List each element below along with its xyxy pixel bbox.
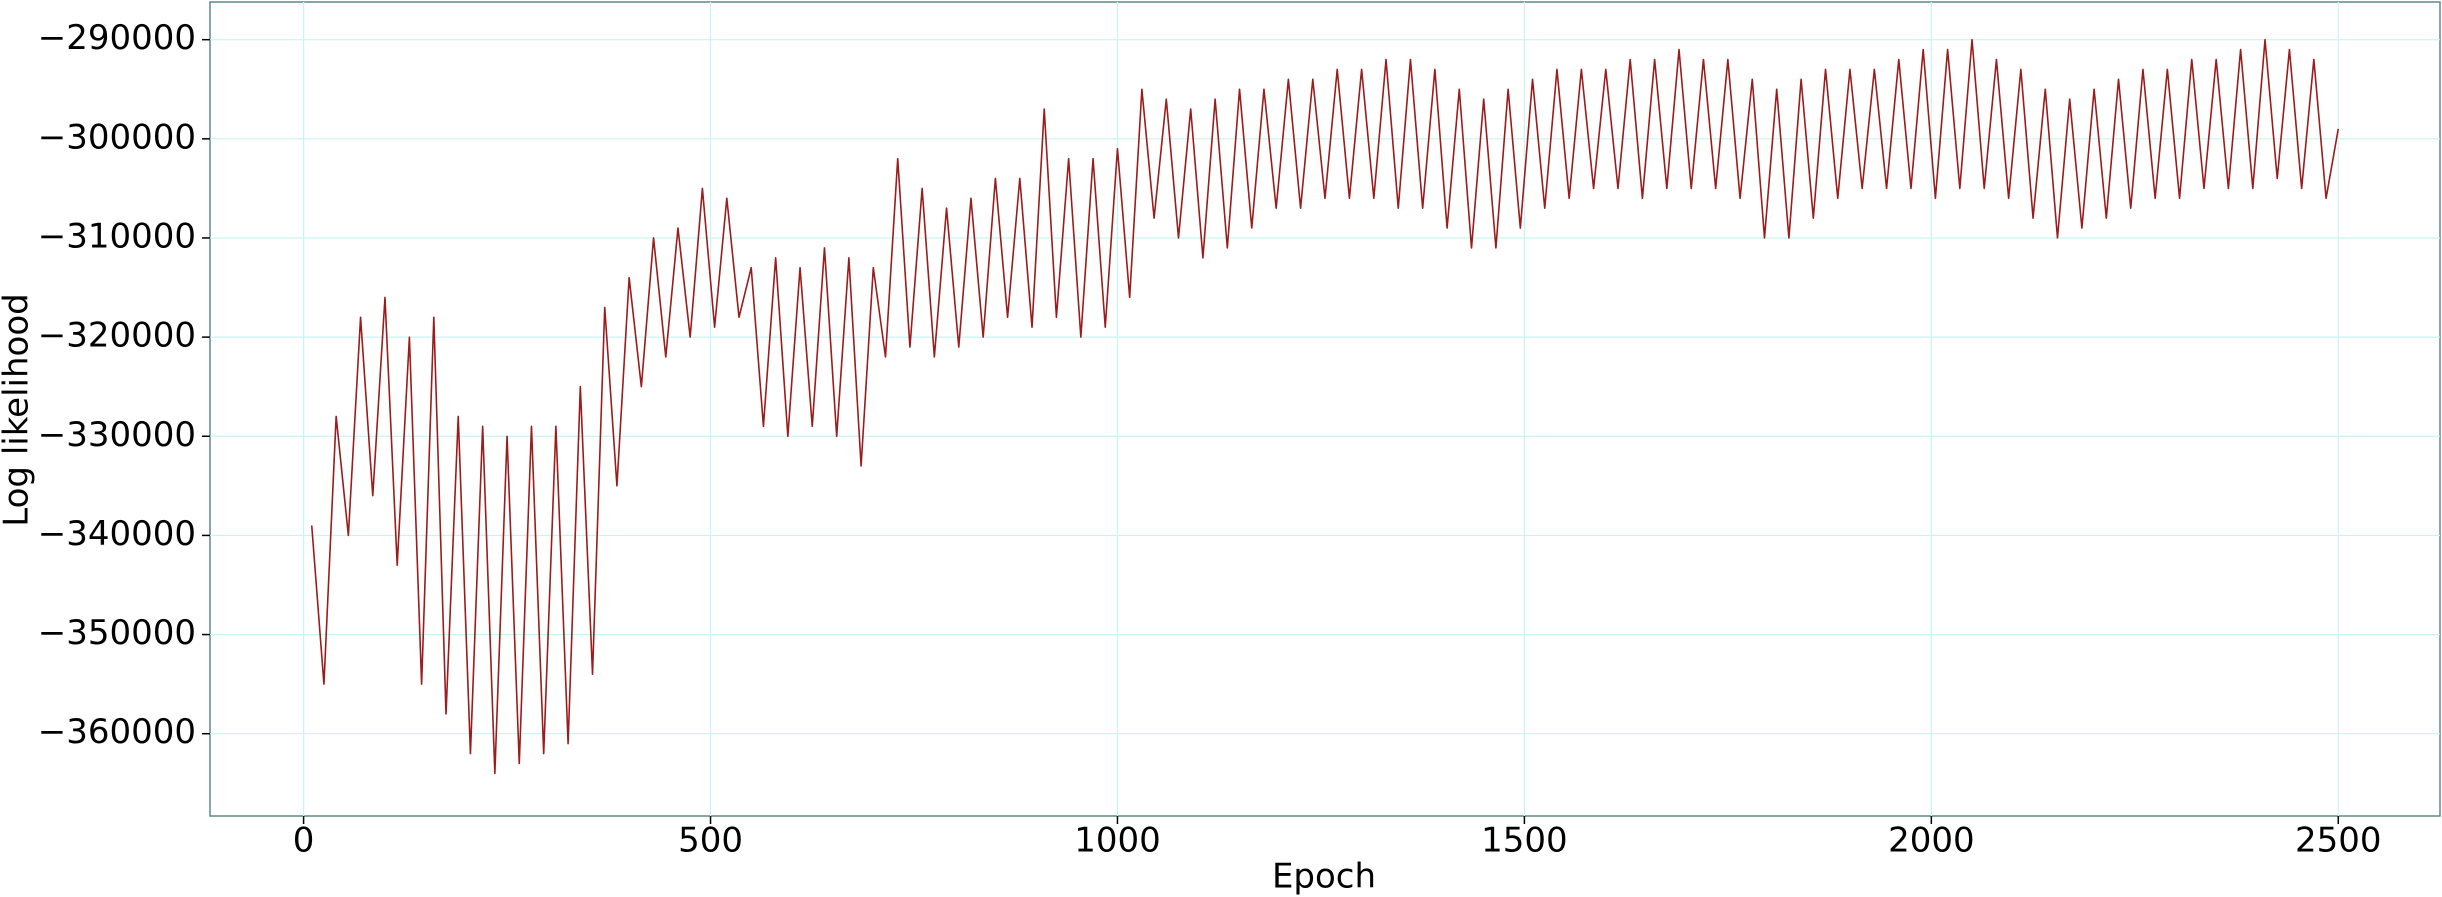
x-axis-label: Epoch	[1272, 857, 1376, 897]
x-tick-label: 2500	[2295, 821, 2382, 861]
y-tick-label: −310000	[38, 216, 196, 256]
y-tick-label: −330000	[38, 415, 196, 455]
x-tick-label: 0	[293, 821, 315, 861]
data-line	[310, 38, 2340, 775]
x-tick-label: 1500	[1481, 821, 1568, 861]
x-tick-label: 500	[678, 821, 743, 861]
y-tick-label: −350000	[38, 613, 196, 653]
plot-frame	[209, 1, 2441, 817]
y-tick-label: −360000	[38, 712, 196, 752]
y-tick-label: −300000	[38, 117, 196, 157]
y-tick-label: −340000	[38, 514, 196, 554]
x-tick-label: 1000	[1074, 821, 1161, 861]
y-tick-label: −290000	[38, 18, 196, 58]
y-tick-label: −320000	[38, 316, 196, 356]
x-tick-label: 2000	[1888, 821, 1975, 861]
y-axis-label: Log likelihood	[0, 293, 37, 526]
